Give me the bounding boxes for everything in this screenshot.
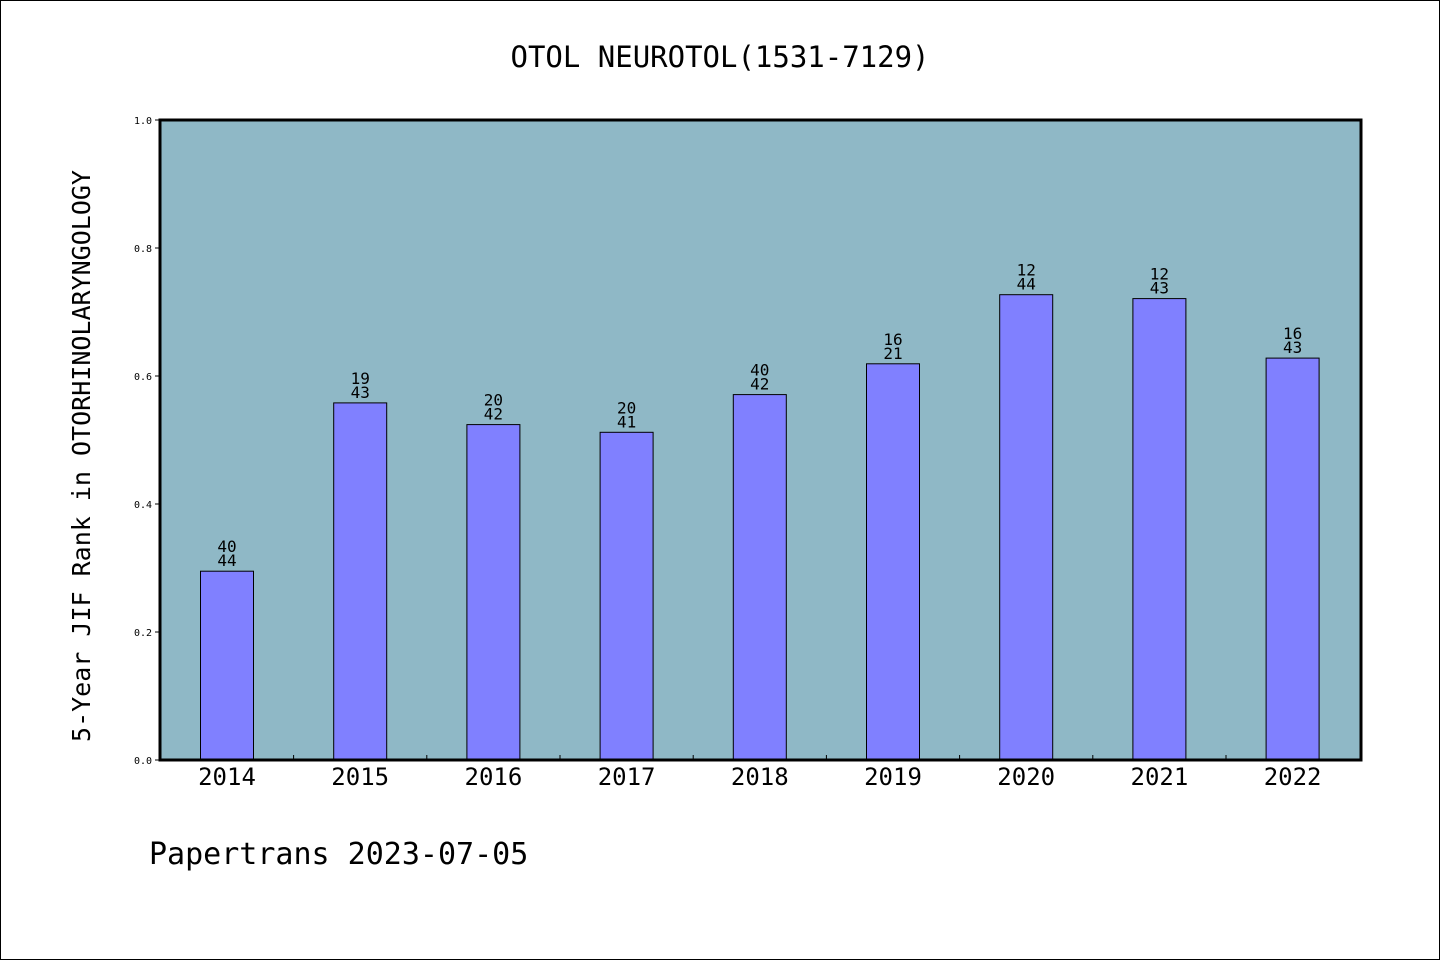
- data-label-2014-bottom: 44: [217, 551, 236, 570]
- y-tick-label-2: 0.4: [134, 500, 152, 511]
- y-tick-label-3: 0.6: [134, 372, 152, 383]
- x-tick-label-2014: 2014: [198, 763, 256, 791]
- data-label-2018-bottom: 42: [750, 375, 769, 394]
- bar-2015: [333, 402, 388, 761]
- footer-text: Papertrans 2023-07-05: [149, 837, 528, 872]
- chart-title: OTOL NEUROTOL(1531-7129): [510, 40, 929, 74]
- bar-2018: [732, 394, 787, 761]
- data-label-2016-bottom: 42: [484, 405, 503, 424]
- data-label-2015-bottom: 43: [351, 383, 370, 402]
- data-label-2020-top: 12: [1017, 261, 1036, 280]
- x-tick-label-2016: 2016: [465, 763, 523, 791]
- data-label-2022-bottom: 43: [1283, 338, 1302, 357]
- bar-2016: [466, 424, 521, 761]
- y-tick-label-1: 0.2: [134, 628, 152, 639]
- x-tick-label-2021: 2021: [1131, 763, 1189, 791]
- data-label-2014-top: 40: [217, 537, 236, 556]
- labels-layer: 4044201419432015204220162041201740422018…: [134, 116, 1322, 791]
- plot-border: [158, 118, 1363, 762]
- y-tick-label-0: 0.0: [134, 756, 152, 767]
- y-tick-label-4: 0.8: [134, 244, 152, 255]
- data-label-2019-top: 16: [883, 330, 902, 349]
- x-tick-label-2017: 2017: [598, 763, 656, 791]
- x-tick-label-2015: 2015: [331, 763, 389, 791]
- y-axis-label: 5-Year JIF Rank in OTORHINOLARYNGOLOGY: [67, 170, 96, 742]
- data-label-2017-top: 20: [617, 398, 636, 417]
- x-tick-label-2019: 2019: [864, 763, 922, 791]
- data-label-2021-top: 12: [1150, 265, 1169, 284]
- bar-2017: [599, 431, 654, 761]
- data-label-2017-bottom: 41: [617, 412, 636, 431]
- bar-2022: [1265, 357, 1320, 761]
- x-tick-label-2020: 2020: [997, 763, 1055, 791]
- bar-2014: [200, 570, 254, 761]
- data-label-2021-bottom: 43: [1150, 279, 1169, 298]
- bars-layer: [200, 294, 1320, 761]
- data-label-2020-bottom: 44: [1017, 275, 1036, 294]
- bar-2021: [1132, 298, 1187, 761]
- data-label-2015-top: 19: [351, 369, 370, 388]
- data-label-2018-top: 40: [750, 361, 769, 380]
- bar-2020: [999, 294, 1054, 761]
- x-tick-label-2022: 2022: [1264, 763, 1322, 791]
- data-label-2016-top: 20: [484, 391, 503, 410]
- y-tick-label-5: 1.0: [134, 116, 152, 127]
- x-tick-label-2018: 2018: [731, 763, 789, 791]
- bar-2019: [866, 363, 920, 761]
- data-label-2022-top: 16: [1283, 324, 1302, 343]
- data-label-2019-bottom: 21: [883, 344, 902, 363]
